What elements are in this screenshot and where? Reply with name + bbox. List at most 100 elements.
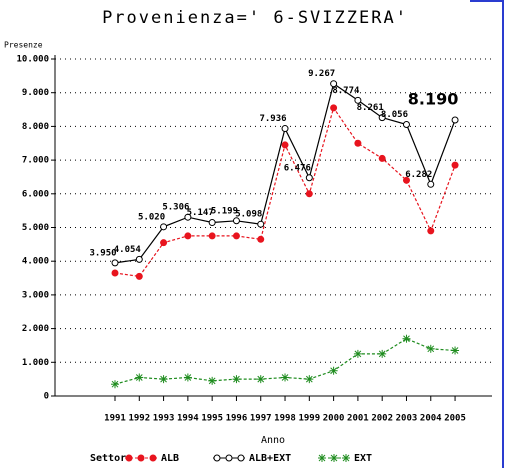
- point: [208, 219, 216, 227]
- point: [208, 376, 217, 385]
- point: [354, 96, 362, 104]
- data-label: 6.476: [284, 163, 311, 173]
- point: [330, 454, 338, 462]
- point: [427, 227, 435, 235]
- star-stroke: [111, 380, 119, 388]
- star-stroke: [318, 454, 326, 462]
- y-tick-label: 5.000: [22, 223, 49, 233]
- point: [149, 454, 157, 462]
- point: [257, 220, 265, 228]
- point: [451, 161, 459, 169]
- point: [160, 223, 168, 231]
- x-tick-label: 2001: [347, 414, 369, 424]
- y-axis-label: Presenze: [4, 41, 43, 50]
- point: [318, 454, 326, 462]
- data-label: 4.054: [114, 245, 142, 255]
- data-label: 7.936: [259, 114, 286, 124]
- y-tick-label: 8.000: [22, 122, 49, 132]
- star-stroke: [427, 345, 435, 353]
- point: [135, 272, 143, 280]
- point: [135, 373, 144, 382]
- x-tick-label: 2003: [396, 414, 418, 424]
- star-stroke: [330, 367, 337, 375]
- point: [305, 190, 313, 198]
- legend-label: EXT: [354, 453, 372, 464]
- point: [111, 269, 119, 277]
- data-label: 8.774: [332, 86, 360, 96]
- point: [213, 454, 221, 462]
- star-stroke: [233, 375, 240, 383]
- point: [305, 174, 313, 182]
- x-tick-label: 2000: [323, 414, 345, 424]
- legend-label: ALB+EXT: [249, 453, 291, 464]
- y-tick-label: 6.000: [22, 189, 49, 199]
- point: [159, 375, 168, 384]
- point: [137, 454, 145, 462]
- data-label: 5.306: [162, 203, 189, 213]
- point: [281, 373, 290, 382]
- point: [208, 232, 216, 240]
- x-tick-label: 2005: [444, 414, 466, 424]
- point: [225, 454, 233, 462]
- x-tick-label: 1995: [201, 414, 223, 424]
- data-label: 5.147: [187, 208, 214, 218]
- point: [353, 349, 362, 358]
- legend-title: Settore: [90, 453, 132, 464]
- star-stroke: [354, 350, 362, 358]
- star-stroke: [378, 350, 386, 358]
- star-stroke: [257, 375, 265, 383]
- point: [281, 125, 289, 133]
- star-stroke: [305, 375, 313, 383]
- point: [281, 141, 289, 149]
- x-tick-label: 1996: [226, 414, 248, 424]
- x-tick-label: 1998: [274, 414, 296, 424]
- point: [329, 366, 338, 375]
- y-tick-label: 1.000: [22, 358, 49, 368]
- y-tick-label: 9.000: [22, 88, 49, 98]
- point: [402, 334, 411, 343]
- point: [184, 232, 192, 240]
- star-stroke: [330, 454, 338, 462]
- point: [232, 232, 240, 240]
- star-stroke: [451, 347, 459, 354]
- legend-label: ALB: [161, 453, 179, 464]
- x-tick-label: 2004: [420, 414, 442, 424]
- point: [237, 454, 245, 462]
- data-label: 5.098: [235, 210, 262, 220]
- chart-title: Provenienza=' 6-SVIZZERA': [102, 8, 408, 28]
- point: [342, 454, 350, 462]
- point: [256, 375, 265, 384]
- star-stroke: [135, 374, 143, 381]
- point: [378, 349, 387, 358]
- data-label: 8.261: [357, 103, 384, 113]
- point: [125, 454, 133, 462]
- star-stroke: [160, 375, 167, 383]
- point: [232, 217, 240, 225]
- point: [330, 104, 338, 112]
- x-tick-label: 1991: [104, 414, 126, 424]
- data-label: 9.267: [308, 69, 335, 79]
- x-tick-label: 1999: [298, 414, 320, 424]
- point: [402, 121, 410, 129]
- x-tick-label: 1994: [177, 414, 199, 424]
- star-stroke: [184, 374, 192, 381]
- point: [135, 255, 143, 263]
- point: [451, 116, 459, 124]
- point: [426, 344, 435, 353]
- data-label: 8.190: [408, 89, 459, 108]
- point: [257, 235, 265, 243]
- point: [183, 373, 192, 382]
- point: [305, 375, 314, 384]
- y-tick-label: 4.000: [22, 257, 49, 267]
- star-stroke: [342, 454, 350, 462]
- x-tick-label: 1993: [153, 414, 175, 424]
- data-label: 8.056: [381, 110, 408, 120]
- point: [330, 80, 338, 88]
- point: [160, 239, 168, 247]
- star-stroke: [403, 335, 410, 343]
- point: [402, 176, 410, 184]
- y-tick-label: 2.000: [22, 324, 49, 334]
- point: [184, 213, 192, 221]
- line: [114, 106, 456, 278]
